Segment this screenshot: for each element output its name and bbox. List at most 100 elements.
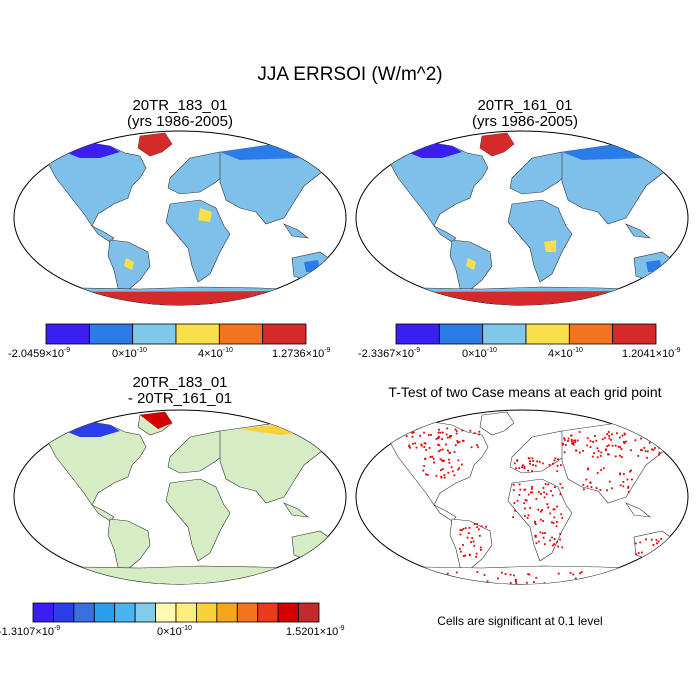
significance-dot (650, 439, 653, 442)
significance-dot (528, 457, 531, 460)
colorbar-swatch (175, 323, 220, 345)
colorbar-swatch (53, 602, 75, 623)
significance-dot (623, 442, 626, 445)
significance-dot (574, 439, 577, 442)
significance-dot (441, 448, 444, 451)
significance-dot (630, 449, 632, 452)
significance-dot (443, 474, 446, 476)
significance-dot (574, 441, 577, 443)
significance-dot (477, 446, 479, 449)
significance-dot (530, 488, 533, 490)
significance-dot (458, 578, 461, 581)
colorbar-swatch (262, 323, 307, 345)
colorbar-swatch (73, 602, 95, 623)
significance-dot (611, 433, 613, 436)
significance-dot (473, 432, 476, 435)
significance-dot (541, 462, 544, 465)
significance-dot (543, 491, 545, 494)
significance-dot (476, 523, 478, 525)
colorbar-label-max: 1.2736×10-9 (272, 347, 331, 360)
significance-dot (543, 496, 546, 499)
significance-dot (608, 435, 611, 437)
amazon-yellow (466, 258, 476, 270)
figure-title: JJA ERRSOI (W/m^2) (257, 64, 443, 85)
significance-dot (609, 571, 612, 574)
significance-dot (641, 449, 643, 452)
significance-dot (464, 527, 467, 530)
colorbar-swatch (175, 602, 197, 623)
significance-dot (671, 538, 673, 541)
significance-dot (515, 580, 518, 583)
panel-title-line2: (yrs 1986-2005) (472, 113, 578, 130)
significance-dot (644, 450, 647, 453)
significance-dot (475, 555, 477, 558)
significance-dot (497, 577, 499, 580)
significance-dot (454, 428, 457, 431)
colorbar-swatch (612, 323, 657, 345)
significance-dot (580, 571, 583, 574)
significance-dot (572, 573, 575, 576)
significance-dot (426, 473, 429, 476)
significance-dot (458, 440, 461, 443)
colorbar-swatch (236, 602, 259, 623)
significance-dot (532, 460, 535, 462)
significance-dot (665, 544, 668, 547)
significance-dot (623, 440, 625, 443)
significance-dot (459, 529, 462, 531)
significance-dot (518, 494, 521, 496)
significance-dot (640, 437, 642, 440)
significance-dot (448, 461, 451, 464)
significance-dot (643, 446, 646, 449)
significance-dot (380, 578, 383, 581)
significance-dot (573, 439, 576, 442)
colorbar-swatch (114, 602, 136, 623)
significance-dot (525, 499, 528, 502)
significance-dot (524, 488, 526, 491)
significance-dot (441, 577, 444, 579)
significance-dot (604, 449, 607, 452)
significance-dot (661, 555, 664, 558)
significance-dot (400, 574, 403, 577)
colorbar-swatch (438, 323, 484, 345)
significance-dot (619, 484, 622, 487)
significance-dot (532, 464, 534, 466)
significance-dot (409, 446, 411, 449)
significance-dot (634, 542, 637, 545)
significance-dot (402, 581, 405, 584)
significance-dot (530, 491, 532, 494)
significance-dot (500, 571, 503, 574)
significance-dot (527, 469, 530, 472)
greenland-red (480, 133, 514, 156)
significance-dot (462, 555, 465, 557)
significance-dot (445, 433, 448, 436)
significance-dot (443, 459, 445, 462)
significance-dot (555, 521, 558, 523)
significance-dot (446, 580, 448, 582)
significance-dot (542, 536, 545, 539)
greenland-red (138, 133, 172, 156)
significance-dot (543, 582, 546, 584)
significance-dot (637, 455, 640, 457)
significance-dot (625, 440, 627, 443)
significance-dot (458, 547, 461, 550)
panel-title-line2: - 20TR_161_01 (127, 390, 233, 407)
significance-dot (439, 431, 442, 434)
significance-dot (424, 458, 426, 460)
significance-dot (537, 508, 540, 511)
significance-dot (535, 497, 538, 500)
significance-dot (462, 544, 464, 546)
significance-dot (430, 574, 433, 577)
significance-dot (663, 551, 666, 554)
significance-dot (504, 573, 507, 575)
significance-dot (523, 502, 526, 505)
significance-dot (652, 448, 655, 451)
significance-dot (456, 441, 459, 444)
significance-dot (610, 439, 613, 441)
significance-dot (477, 528, 480, 531)
colorbar-label-max: 1.2041×10-9 (622, 347, 681, 360)
significance-dot (540, 493, 542, 495)
significance-dot (543, 543, 546, 546)
significance-dot (582, 449, 584, 452)
significance-dot (522, 464, 524, 467)
significance-dot (473, 523, 476, 525)
